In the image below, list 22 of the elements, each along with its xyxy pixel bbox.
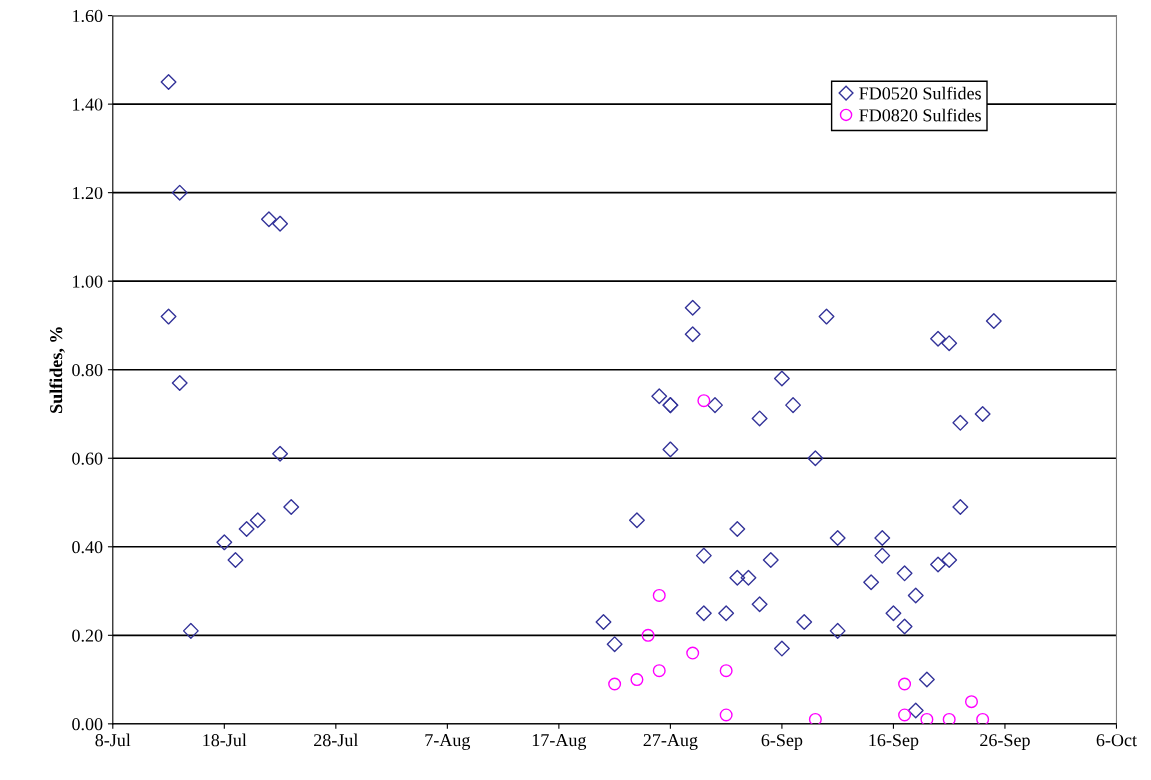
y-axis-title: Sulfides, % xyxy=(49,327,65,413)
y-tick-label: 0.40 xyxy=(72,541,103,554)
x-tick-label: 17-Aug xyxy=(532,734,587,750)
y-tick-label: 1.20 xyxy=(73,186,103,200)
y-tick-label: 0.80 xyxy=(72,363,103,377)
y-tick-label: 1.60 xyxy=(73,9,103,23)
x-tick-label: 27-Aug xyxy=(643,734,698,750)
x-tick-label: 6-Sep xyxy=(761,734,803,750)
x-tick-label: 6-Oct xyxy=(1096,734,1137,747)
legend-label: FD0520 Sulfides xyxy=(859,86,981,100)
x-tick-label: 16-Sep xyxy=(869,734,919,750)
y-tick-label: 1.40 xyxy=(73,98,103,111)
x-tick-label: 26-Sep xyxy=(980,734,1030,750)
x-tick-label: 28-Jul xyxy=(314,733,359,747)
y-tick-label: 0.20 xyxy=(72,629,103,642)
x-tick-label: 18-Jul xyxy=(203,733,247,747)
y-tick-label: 1.00 xyxy=(73,275,103,288)
x-tick-label: 7-Aug xyxy=(425,734,471,750)
legend-label: FD0820 Sulfides xyxy=(859,108,981,122)
x-tick-label: 8-Jul xyxy=(95,733,131,747)
y-tick-label: 0.00 xyxy=(72,718,103,731)
y-tick-label: 0.60 xyxy=(72,452,103,465)
